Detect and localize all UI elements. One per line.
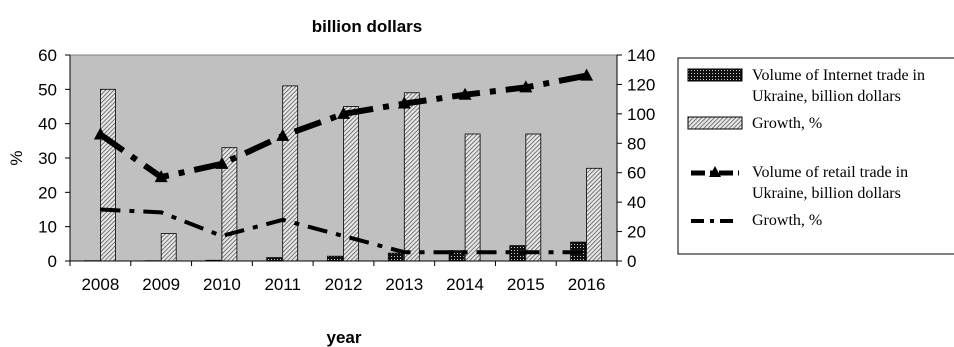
tick-label-left: 10	[38, 218, 57, 237]
tick-label-right: 100	[627, 105, 655, 124]
legend-marker-triangle-icon	[709, 166, 721, 177]
bar	[282, 85, 299, 262]
bars	[84, 85, 602, 262]
triangle-marker	[458, 87, 472, 100]
legend-swatch-growth-bar	[687, 116, 743, 130]
bar	[327, 255, 343, 262]
bar	[403, 92, 420, 262]
lines	[93, 68, 594, 255]
bar	[387, 252, 404, 262]
y-ticks-left: 0 10 20 30 40 50 60	[38, 46, 70, 271]
tick-label-left: 60	[38, 46, 57, 65]
tick-label-left: 50	[38, 80, 57, 99]
x-ticks: 2008 2009 2010 2011 2012 2013 2014 2015 2016	[69, 261, 618, 294]
tick-label-left: 0	[48, 252, 57, 271]
triangle-marker	[154, 170, 168, 183]
tick-label-right: 40	[627, 193, 646, 212]
x-axis-label: year	[327, 328, 362, 347]
y-ticks-right: 0 20 40 60 80 100 120 140	[617, 46, 655, 271]
bar	[586, 167, 602, 262]
tick-label-left: 20	[38, 183, 57, 202]
bar	[100, 88, 116, 262]
tick-label-right: 120	[627, 75, 655, 94]
tick-label-x: 2015	[507, 275, 545, 294]
tick-label-x: 2010	[203, 275, 241, 294]
triangle-marker	[276, 128, 290, 141]
bar	[525, 133, 542, 262]
legend: Volume of Internet trade in Ukraine, bil…	[677, 57, 954, 255]
tick-label-x: 2012	[325, 275, 363, 294]
legend-label-internet-trade: Volume of Internet trade in Ukraine, bil…	[752, 67, 929, 105]
bar	[160, 233, 177, 262]
tick-label-right: 60	[627, 164, 646, 183]
tick-label-x: 2013	[385, 275, 423, 294]
tick-label-x: 2011	[264, 275, 301, 294]
tick-label-left: 40	[38, 115, 57, 134]
tick-label-right: 140	[627, 46, 655, 65]
triangle-marker	[519, 80, 533, 93]
triangle-marker	[93, 127, 107, 140]
tick-label-x: 2009	[142, 275, 180, 294]
triangle-marker	[337, 106, 350, 119]
tick-label-x: 2008	[81, 275, 119, 294]
legend-label-retail-trade: Volume of retail trade in Ukraine, billi…	[752, 164, 912, 202]
legend-label-growth-bar: Growth, %	[752, 115, 822, 132]
triangle-marker	[397, 96, 411, 109]
triangle-marker	[580, 68, 594, 81]
triangle-marker	[215, 156, 229, 169]
tick-label-right: 0	[627, 252, 636, 271]
tick-label-right: 20	[627, 223, 646, 242]
legend-swatch-internet-trade	[687, 68, 743, 82]
bar	[266, 257, 283, 262]
chart-title: billion dollars	[312, 17, 423, 36]
tick-label-x: 2016	[568, 275, 606, 294]
tick-label-x: 2014	[446, 275, 484, 294]
y-axis-label: %	[7, 150, 26, 165]
bar	[464, 133, 481, 262]
line-growth	[100, 207, 587, 255]
line-retail-trade	[98, 72, 588, 181]
tick-label-right: 80	[627, 134, 646, 153]
legend-label-growth-line: Growth, %	[752, 212, 822, 229]
tick-label-left: 30	[38, 149, 57, 168]
